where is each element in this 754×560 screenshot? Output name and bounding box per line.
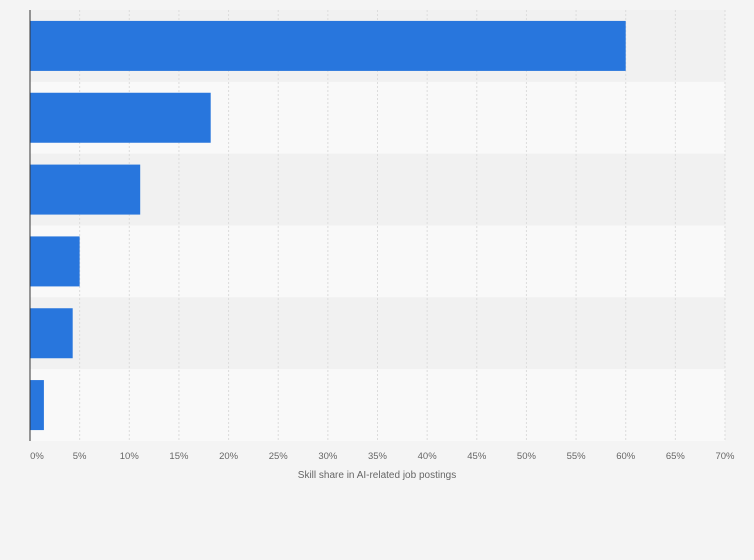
x-tick-label: 55% (567, 451, 587, 462)
x-tick-label: 0% (30, 451, 44, 462)
x-tick-label: 25% (269, 451, 289, 462)
row-band (30, 225, 725, 298)
x-tick-label: 50% (517, 451, 537, 462)
bar[interactable] (30, 380, 44, 431)
bar[interactable] (30, 308, 73, 359)
x-tick-labels: 0% 5% 10% 15% 20% 25% 30% 35% 40% 45% 50% 55% 60% 65%… (30, 451, 735, 462)
row-band (30, 153, 725, 226)
bars (30, 20, 626, 431)
row-band (30, 369, 725, 441)
x-tick-label: 60% (616, 451, 636, 462)
x-tick-label: 70% (715, 451, 735, 462)
row-band (30, 297, 725, 370)
bar[interactable] (30, 164, 141, 215)
bar[interactable] (30, 236, 80, 287)
x-tick-label: 10% (120, 451, 140, 462)
x-tick-label: 35% (368, 451, 388, 462)
x-tick-label: 15% (169, 451, 189, 462)
x-tick-label: 5% (73, 451, 87, 462)
x-axis-title: Skill share in AI-related job postings (298, 470, 456, 481)
x-tick-label: 30% (318, 451, 338, 462)
x-tick-label: 40% (418, 451, 438, 462)
x-tick-label: 65% (666, 451, 686, 462)
bar[interactable] (30, 20, 626, 71)
x-tick-label: 45% (467, 451, 487, 462)
x-tick-label: 20% (219, 451, 239, 462)
row-bands (30, 10, 725, 441)
bar[interactable] (30, 92, 211, 143)
